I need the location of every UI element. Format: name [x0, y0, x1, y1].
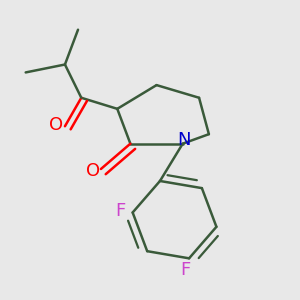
Text: O: O [49, 116, 63, 134]
Text: O: O [86, 162, 100, 180]
Text: N: N [178, 131, 191, 149]
Text: F: F [181, 261, 191, 279]
Text: F: F [115, 202, 125, 220]
